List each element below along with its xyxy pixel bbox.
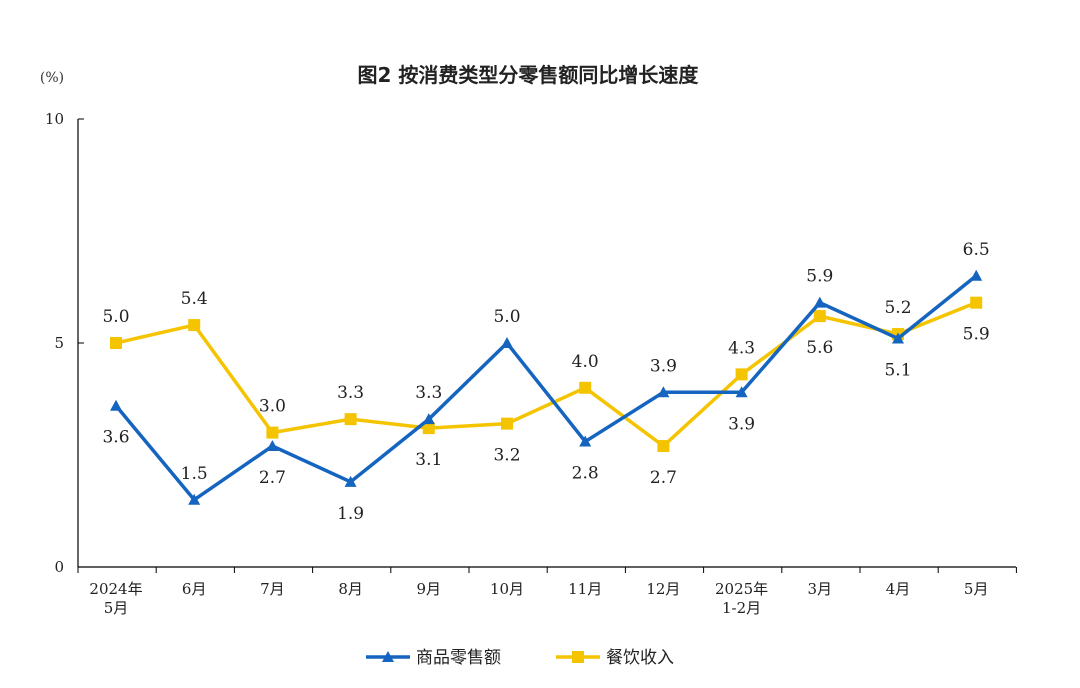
data-point-retail [735, 386, 748, 398]
data-label-retail: 3.9 [650, 356, 677, 376]
x-tick-label: 5月 [964, 580, 989, 598]
data-label-retail: 2.8 [572, 464, 599, 484]
data-point-retail [110, 399, 122, 411]
x-tick-label: 6月 [182, 580, 207, 598]
x-tick-label: 8月 [338, 580, 363, 598]
data-label-retail: 3.9 [728, 414, 755, 434]
data-label-catering: 5.0 [102, 307, 129, 327]
x-tick-label: 7月 [260, 580, 285, 598]
data-label-catering: 3.3 [337, 383, 364, 403]
y-tick-label: 5 [54, 334, 64, 352]
data-point-catering [657, 440, 670, 453]
data-point-catering [188, 319, 201, 332]
x-tick-label: 4月 [886, 580, 911, 598]
legend-label-catering: 餐饮收入 [606, 648, 674, 668]
x-tick-label: 2025年 [715, 580, 768, 598]
data-label-catering: 4.3 [728, 338, 755, 358]
legend-label-retail: 商品零售额 [416, 648, 501, 668]
data-point-retail [813, 296, 826, 308]
data-label-catering: 5.2 [884, 298, 911, 318]
data-labels: 3.6 1.5 2.7 1.9 3.3 5.0 2.8 3.9 3.9 5.9 5.1 6.5 5.0 5… [102, 240, 989, 524]
data-point-catering [501, 417, 513, 430]
data-point-catering [735, 368, 748, 381]
x-tick-label: 9月 [417, 580, 442, 598]
data-point-catering [110, 337, 122, 349]
data-label-retail: 6.5 [963, 240, 990, 260]
data-label-retail: 1.9 [337, 504, 364, 524]
legend-marker-retail [382, 651, 394, 662]
data-point-retail [579, 435, 592, 447]
y-unit-label: (%) [40, 70, 64, 86]
data-point-catering [344, 413, 357, 426]
series-line-retail [114, 274, 978, 503]
x-tick-label: 5月 [104, 599, 129, 617]
data-label-catering: 3.2 [493, 446, 520, 466]
data-label-catering: 3.0 [259, 397, 286, 417]
data-point-retail [970, 269, 983, 281]
data-point-retail [188, 493, 201, 505]
data-point-catering [422, 422, 435, 435]
data-label-retail: 5.9 [806, 267, 833, 287]
y-tick-label: 0 [54, 558, 64, 576]
data-point-catering [813, 310, 826, 323]
chart-title: 图2 按消费类型分零售额同比增长速度 [358, 63, 700, 87]
data-point-retail [501, 337, 513, 348]
data-point-retail [344, 475, 357, 487]
data-point-retail [266, 440, 279, 452]
data-label-retail: 3.6 [102, 428, 129, 448]
x-tick-label: 11月 [568, 580, 602, 598]
data-point-retail [422, 413, 435, 425]
series-line-catering [115, 301, 977, 449]
legend: 商品零售额 餐饮收入 [366, 648, 674, 668]
data-label-catering: 2.7 [650, 468, 677, 488]
data-label-retail: 5.1 [884, 361, 911, 381]
x-tick-label: 3月 [808, 580, 833, 598]
data-label-catering: 5.9 [963, 325, 990, 345]
data-label-retail: 2.7 [259, 468, 286, 488]
x-tick-label: 1-2月 [722, 599, 761, 617]
legend-marker-catering [572, 651, 584, 663]
data-label-catering: 3.1 [415, 450, 442, 470]
data-label-retail: 5.0 [493, 307, 520, 327]
data-label-catering: 4.0 [572, 352, 599, 372]
data-label-retail: 1.5 [181, 464, 208, 484]
data-point-catering [579, 381, 592, 394]
data-label-catering: 5.4 [181, 289, 208, 309]
data-point-catering [266, 426, 279, 439]
x-tick-label: 12月 [646, 580, 680, 598]
x-tick-label: 2024年 [89, 580, 142, 598]
data-label-catering: 5.6 [806, 338, 833, 358]
series-layer [110, 269, 983, 505]
data-point-retail [657, 386, 670, 398]
data-point-catering [970, 296, 983, 309]
data-point-retail [892, 332, 904, 344]
y-tick-label: 10 [45, 110, 64, 128]
x-tick-label: 10月 [490, 580, 524, 598]
data-label-retail: 3.3 [415, 383, 442, 403]
